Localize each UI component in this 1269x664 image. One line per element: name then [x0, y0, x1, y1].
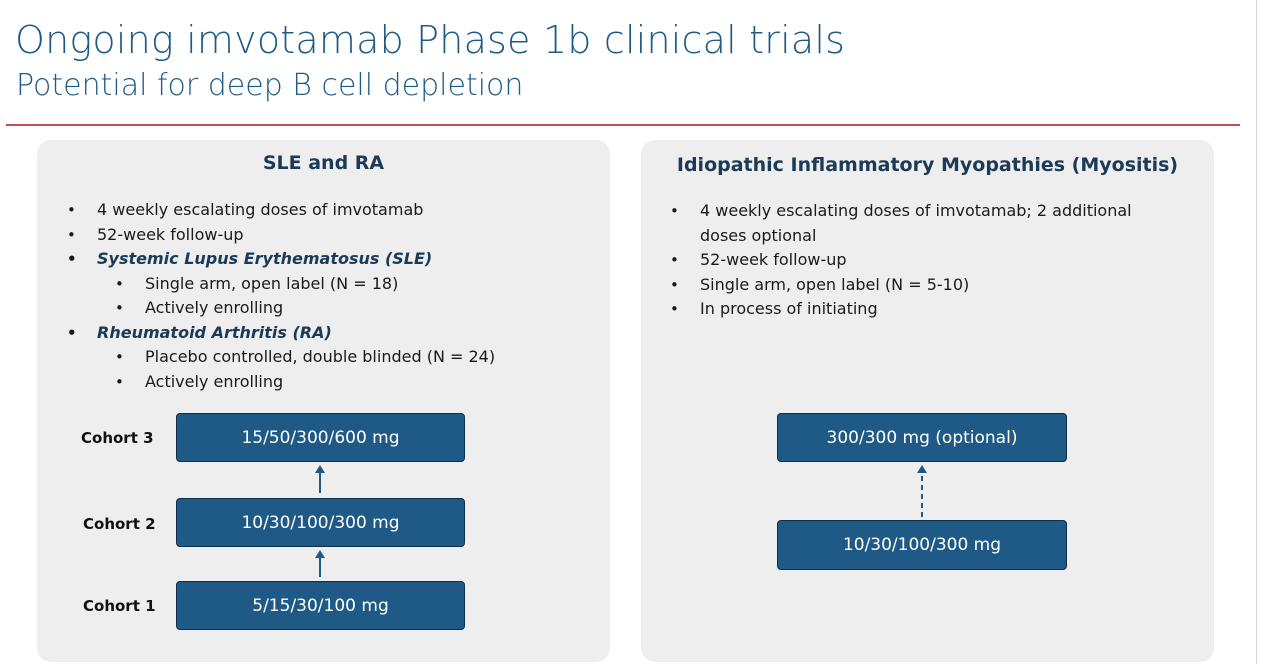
- cohort-2-dose-box: 10/30/100/300 mg: [176, 498, 465, 547]
- sub-bullet-item: Single arm, open label (N = 18): [67, 272, 597, 297]
- bullet-item: 52-week follow-up: [670, 248, 1180, 273]
- title-divider: [6, 124, 1240, 126]
- sle-ra-panel: SLE and RA 4 weekly escalating doses of …: [37, 140, 610, 662]
- sub-bullet-item: Placebo controlled, double blinded (N = …: [67, 345, 597, 370]
- myositis-bullet-list: 4 weekly escalating doses of imvotamab; …: [670, 199, 1180, 322]
- bullet-item: 52-week follow-up: [67, 223, 597, 248]
- bullet-item-sle-heading: Systemic Lupus Erythematosus (SLE): [67, 247, 597, 272]
- sle-ra-panel-title: SLE and RA: [262, 152, 385, 174]
- cohort-1-label: Cohort 1: [83, 597, 156, 615]
- bullet-item-ra-heading: Rheumatoid Arthritis (RA): [67, 321, 597, 346]
- sle-ra-bullet-list: 4 weekly escalating doses of imvotamab 5…: [67, 198, 597, 394]
- cohort-2-label: Cohort 2: [83, 515, 156, 533]
- cohort-3-dose-box: 15/50/300/600 mg: [176, 413, 465, 462]
- bullet-item: 4 weekly escalating doses of imvotamab: [67, 198, 597, 223]
- arrow-up-icon: [315, 550, 325, 577]
- arrow-up-icon: [315, 465, 325, 493]
- bullet-item: Single arm, open label (N = 5-10): [670, 273, 1180, 298]
- sub-bullet-item: Actively enrolling: [67, 296, 597, 321]
- cohort-3-label: Cohort 3: [81, 429, 154, 447]
- slide-edge-line: [1256, 0, 1257, 664]
- bullet-item: 4 weekly escalating doses of imvotamab; …: [670, 199, 1180, 248]
- sub-bullet-item: Actively enrolling: [67, 370, 597, 395]
- slide-subtitle: Potential for deep B cell depletion: [16, 68, 524, 103]
- myositis-panel-title: Idiopathic Inflammatory Myopathies (Myos…: [676, 154, 1179, 176]
- myositis-panel: Idiopathic Inflammatory Myopathies (Myos…: [641, 140, 1214, 662]
- dashed-arrow-up-icon: [917, 465, 927, 517]
- optional-dose-box: 300/300 mg (optional): [777, 413, 1067, 462]
- cohort-1-dose-box: 5/15/30/100 mg: [176, 581, 465, 630]
- base-dose-box: 10/30/100/300 mg: [777, 520, 1067, 570]
- slide-title: Ongoing imvotamab Phase 1b clinical tria…: [15, 18, 846, 62]
- bullet-item: In process of initiating: [670, 297, 1180, 322]
